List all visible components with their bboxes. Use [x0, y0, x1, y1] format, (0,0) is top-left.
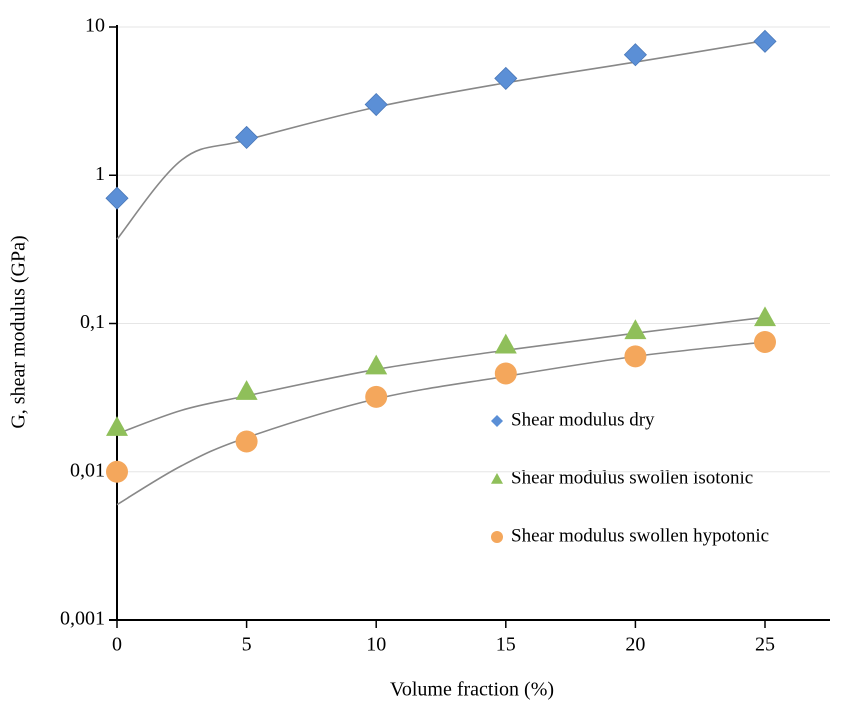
x-axis-title: Volume fraction (%) — [390, 679, 554, 701]
legend-marker — [491, 531, 503, 543]
marker-triangle — [235, 380, 258, 400]
legend-label: Shear modulus dry — [511, 409, 655, 430]
marker-circle — [754, 331, 776, 354]
legend-marker — [491, 415, 503, 427]
marker-triangle — [106, 416, 128, 436]
x-tick-label: 0 — [112, 634, 122, 656]
marker-diamond — [494, 66, 518, 90]
y-tick-label: 0,1 — [80, 311, 105, 333]
marker-triangle — [494, 333, 517, 354]
marker-diamond — [105, 186, 129, 210]
x-tick-label: 5 — [242, 634, 252, 656]
y-tick-label: 0,001 — [60, 608, 105, 630]
marker-circle — [365, 385, 388, 408]
marker-diamond — [364, 92, 388, 117]
marker-circle — [235, 430, 258, 453]
y-axis-title: G, shear modulus (GPa) — [8, 235, 30, 428]
marker-diamond — [235, 125, 259, 149]
trendline — [116, 316, 766, 435]
trendline — [116, 39, 766, 240]
marker-triangle — [365, 354, 388, 375]
marker-triangle — [754, 306, 776, 327]
marker-circle — [624, 345, 647, 368]
legend-label: Shear modulus swollen hypotonic — [511, 525, 769, 546]
y-tick-label: 0,01 — [70, 459, 105, 481]
marker-diamond — [753, 29, 777, 53]
marker-circle — [494, 362, 517, 385]
x-tick-label: 25 — [755, 634, 775, 656]
legend-label: Shear modulus swollen isotonic — [511, 467, 753, 488]
legend: Shear modulus dry Shear modulus swollen i… — [491, 409, 769, 546]
marker-circle — [106, 460, 128, 483]
marker-diamond — [623, 43, 647, 67]
y-tick-label: 1 — [95, 163, 105, 185]
x-tick-label: 10 — [366, 634, 386, 656]
marker-triangle — [624, 319, 647, 340]
legend-marker — [491, 473, 503, 484]
x-tick-label: 20 — [625, 634, 645, 656]
x-tick-label: 15 — [496, 634, 516, 656]
y-tick-label: 10 — [85, 15, 105, 37]
